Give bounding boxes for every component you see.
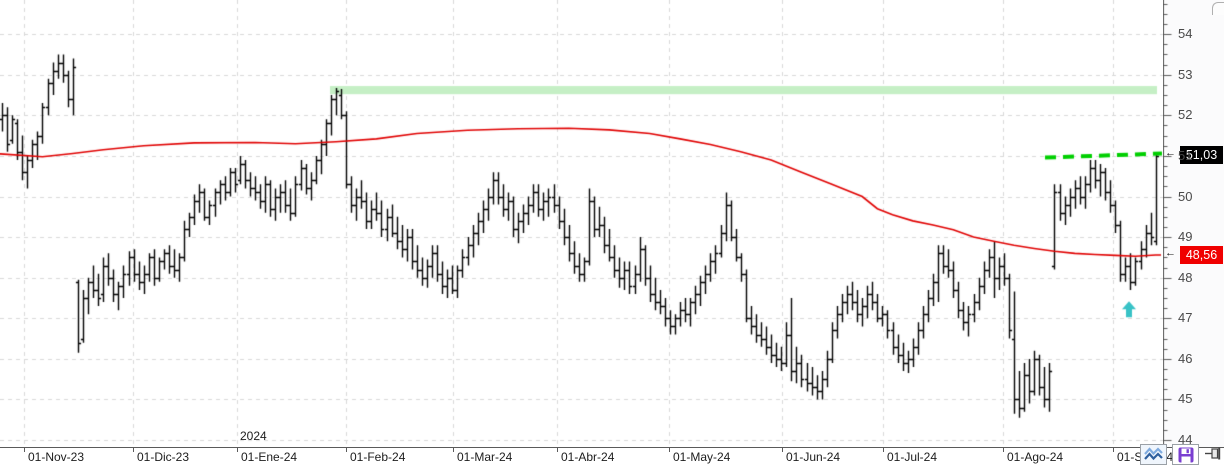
chart-toolbar xyxy=(1140,444,1222,465)
price-axis: ← 51,03 ← 48,56 44 45 46 47 48 49 50 51 52 53 54 xyxy=(1163,0,1224,447)
y-axis-label: 49 xyxy=(1178,229,1193,245)
save-button[interactable] xyxy=(1172,444,1199,465)
floppy-disk-icon xyxy=(1178,447,1193,462)
chart-plot-area: 2024 xyxy=(0,0,1163,447)
x-axis-tick xyxy=(133,448,134,452)
x-axis-tick xyxy=(782,448,783,452)
x-axis-label: 01-Feb-24 xyxy=(350,450,406,464)
x-axis-label: 01-Jul-24 xyxy=(887,450,938,464)
x-axis-tick xyxy=(1113,448,1114,452)
y-axis-label: 46 xyxy=(1178,350,1193,366)
x-axis-label: 01-Jun-24 xyxy=(786,450,841,464)
x-axis-label: 01-Ene-24 xyxy=(241,450,298,464)
x-axis-tick xyxy=(237,448,238,452)
y-axis-label: 54 xyxy=(1178,26,1193,42)
price-axis-ticks xyxy=(1163,0,1224,447)
ma-value-arrow-icon: ← xyxy=(1165,246,1176,259)
x-axis-label: 01-May-24 xyxy=(673,450,731,464)
x-axis-label: 01-Abr-24 xyxy=(561,450,615,464)
x-axis-tick xyxy=(453,448,454,452)
price-chart-canvas[interactable] xyxy=(0,0,1163,447)
x-axis-label: 01-Nov-23 xyxy=(28,450,85,464)
time-axis: 01-Nov-23 01-Dic-23 01-Ene-24 01-Feb-24 01-M… xyxy=(0,447,1224,466)
last-price-arrow-icon: ← xyxy=(1165,146,1176,159)
x-axis-tick xyxy=(1003,448,1004,452)
year-divider-label: 2024 xyxy=(240,429,267,443)
x-axis-label: 01-Dic-23 xyxy=(137,450,190,464)
x-axis-tick xyxy=(883,448,884,452)
ma-value-marker: 48,56 xyxy=(1180,245,1223,264)
last-price-marker: 51,03 xyxy=(1180,145,1223,164)
x-axis-tick xyxy=(346,448,347,452)
y-axis-label: 44 xyxy=(1178,432,1193,448)
overlay-panel-corner xyxy=(1212,2,1224,15)
pin-button[interactable] xyxy=(1204,446,1222,464)
x-axis-label: 01-Mar-24 xyxy=(457,450,513,464)
y-axis-label: 45 xyxy=(1178,391,1193,407)
x-axis-tick xyxy=(669,448,670,452)
y-axis-label: 51 xyxy=(1178,147,1193,163)
push-pin-icon xyxy=(1204,447,1220,459)
y-axis-label: 48 xyxy=(1178,269,1193,285)
x-axis-label: 01-Ago-24 xyxy=(1007,450,1064,464)
chart-style-button[interactable] xyxy=(1140,444,1167,465)
zigzag-waves-icon xyxy=(1144,447,1163,461)
x-axis-tick xyxy=(557,448,558,452)
y-axis-label: 52 xyxy=(1178,107,1193,123)
y-axis-label: 50 xyxy=(1178,188,1193,204)
y-axis-label: 53 xyxy=(1178,66,1193,82)
y-axis-label: 47 xyxy=(1178,310,1193,326)
x-axis-tick xyxy=(24,448,25,452)
